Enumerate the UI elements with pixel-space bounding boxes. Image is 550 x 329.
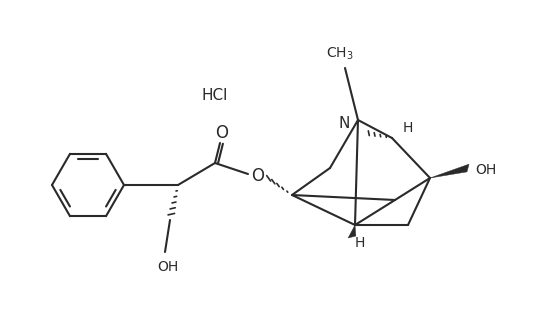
Text: CH$_3$: CH$_3$ <box>326 46 354 62</box>
Text: H: H <box>355 236 365 250</box>
Text: HCl: HCl <box>202 88 228 103</box>
Polygon shape <box>348 225 356 238</box>
Text: OH: OH <box>157 260 179 274</box>
Text: O: O <box>251 167 265 185</box>
Text: N: N <box>338 116 350 132</box>
Text: H: H <box>403 121 413 135</box>
Text: OH: OH <box>475 163 497 177</box>
Polygon shape <box>430 164 469 178</box>
Text: O: O <box>216 124 228 142</box>
